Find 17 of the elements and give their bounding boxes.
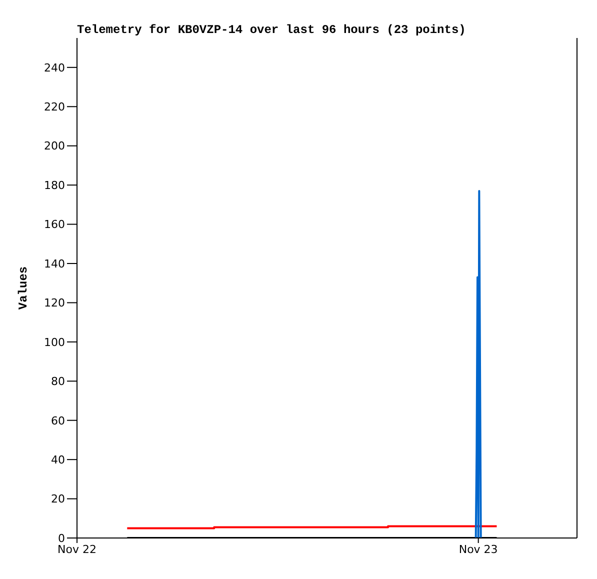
y-tick-label: 160 — [44, 218, 65, 232]
y-tick-label: 180 — [44, 178, 65, 192]
y-tick-label: 20 — [51, 492, 65, 506]
y-tick-label: 200 — [44, 140, 65, 153]
y-tick-label: 60 — [51, 414, 65, 428]
y-tick-label: 0 — [58, 532, 65, 545]
y-tick-label: 140 — [44, 257, 65, 270]
chart-title: Telemetry for KB0VZP-14 over last 96 hours (23 points) — [77, 23, 466, 37]
x-tick-label: Nov 22 — [58, 542, 96, 556]
y-tick-label: 40 — [51, 453, 65, 466]
y-tick-label: 80 — [51, 375, 65, 388]
y-tick-label: 240 — [44, 61, 65, 74]
x-tick-label: Nov 23 — [458, 542, 498, 556]
y-axis-title: Values — [16, 266, 30, 310]
y-tick-label: 220 — [44, 100, 65, 114]
y-tick-label: 100 — [44, 336, 65, 349]
y-tick-label: 120 — [44, 296, 65, 310]
